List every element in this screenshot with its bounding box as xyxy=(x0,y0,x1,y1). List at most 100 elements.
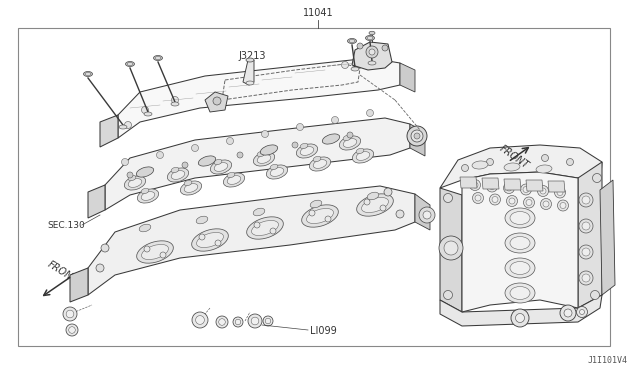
Ellipse shape xyxy=(313,160,327,169)
Circle shape xyxy=(414,133,420,139)
Circle shape xyxy=(160,252,166,258)
Circle shape xyxy=(192,312,208,328)
Ellipse shape xyxy=(536,165,552,173)
Ellipse shape xyxy=(124,176,146,190)
Circle shape xyxy=(492,196,498,202)
Text: 11041: 11041 xyxy=(303,8,333,18)
Ellipse shape xyxy=(119,125,127,129)
Circle shape xyxy=(591,291,600,299)
Ellipse shape xyxy=(196,216,208,224)
Circle shape xyxy=(490,194,500,205)
Polygon shape xyxy=(410,124,425,156)
Ellipse shape xyxy=(198,156,216,166)
Circle shape xyxy=(172,96,179,103)
Polygon shape xyxy=(578,162,602,308)
Circle shape xyxy=(141,106,148,113)
Circle shape xyxy=(511,309,529,327)
Polygon shape xyxy=(88,186,415,295)
Circle shape xyxy=(384,188,392,196)
Circle shape xyxy=(364,199,370,205)
Ellipse shape xyxy=(191,229,228,251)
Circle shape xyxy=(524,197,534,208)
Ellipse shape xyxy=(184,184,198,192)
Circle shape xyxy=(554,187,566,198)
Circle shape xyxy=(215,240,221,246)
Circle shape xyxy=(262,131,269,138)
Circle shape xyxy=(506,196,518,206)
Ellipse shape xyxy=(505,258,535,278)
Ellipse shape xyxy=(144,112,152,116)
Circle shape xyxy=(582,248,590,256)
Circle shape xyxy=(125,122,131,128)
Ellipse shape xyxy=(167,168,189,182)
Circle shape xyxy=(396,210,404,218)
Polygon shape xyxy=(243,60,254,85)
Ellipse shape xyxy=(127,62,133,65)
Circle shape xyxy=(444,291,452,299)
Polygon shape xyxy=(548,181,565,192)
Ellipse shape xyxy=(141,244,168,260)
Polygon shape xyxy=(415,194,430,230)
Circle shape xyxy=(557,200,568,211)
Polygon shape xyxy=(100,115,118,147)
Ellipse shape xyxy=(307,208,333,224)
Circle shape xyxy=(227,138,234,144)
Ellipse shape xyxy=(246,217,284,239)
Circle shape xyxy=(216,316,228,328)
Polygon shape xyxy=(462,172,578,312)
Ellipse shape xyxy=(356,194,394,216)
Ellipse shape xyxy=(137,241,173,263)
Circle shape xyxy=(540,188,546,194)
Ellipse shape xyxy=(504,163,520,171)
Ellipse shape xyxy=(155,57,161,60)
Circle shape xyxy=(579,193,593,207)
Circle shape xyxy=(560,305,576,321)
Circle shape xyxy=(444,241,458,255)
Circle shape xyxy=(96,264,104,272)
Ellipse shape xyxy=(154,55,163,61)
Circle shape xyxy=(582,274,590,282)
Ellipse shape xyxy=(223,173,244,187)
Circle shape xyxy=(423,211,431,219)
Circle shape xyxy=(411,130,423,142)
Circle shape xyxy=(579,219,593,233)
Circle shape xyxy=(367,57,374,64)
Circle shape xyxy=(472,192,483,203)
Ellipse shape xyxy=(83,71,93,77)
Ellipse shape xyxy=(310,200,322,208)
Circle shape xyxy=(292,142,298,148)
Circle shape xyxy=(461,164,468,171)
Circle shape xyxy=(144,246,150,252)
Circle shape xyxy=(523,186,529,192)
Ellipse shape xyxy=(367,36,373,39)
Circle shape xyxy=(296,124,303,131)
Ellipse shape xyxy=(246,58,254,62)
Circle shape xyxy=(515,314,525,323)
Ellipse shape xyxy=(510,262,530,275)
Circle shape xyxy=(122,158,129,166)
Circle shape xyxy=(538,186,548,196)
Circle shape xyxy=(557,189,563,196)
Ellipse shape xyxy=(351,67,359,71)
Circle shape xyxy=(520,184,531,195)
Circle shape xyxy=(579,245,593,259)
Circle shape xyxy=(470,180,481,190)
Ellipse shape xyxy=(356,152,370,160)
Ellipse shape xyxy=(141,192,155,201)
Ellipse shape xyxy=(184,180,192,186)
Ellipse shape xyxy=(510,237,530,250)
Ellipse shape xyxy=(309,157,331,171)
Ellipse shape xyxy=(367,192,379,200)
Polygon shape xyxy=(504,179,521,190)
Circle shape xyxy=(444,193,452,202)
Circle shape xyxy=(582,222,590,230)
Ellipse shape xyxy=(172,171,185,179)
Ellipse shape xyxy=(270,164,278,170)
Polygon shape xyxy=(105,118,410,210)
Circle shape xyxy=(475,195,481,201)
Circle shape xyxy=(332,116,339,124)
Ellipse shape xyxy=(128,175,136,181)
Circle shape xyxy=(382,45,388,51)
Polygon shape xyxy=(460,177,477,188)
Circle shape xyxy=(593,173,602,183)
